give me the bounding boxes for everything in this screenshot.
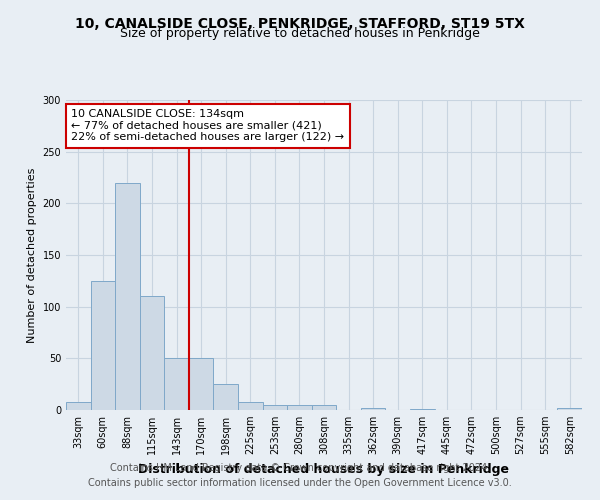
Bar [189,358,214,410]
Y-axis label: Number of detached properties: Number of detached properties [27,168,37,342]
Text: 10 CANALSIDE CLOSE: 134sqm
← 77% of detached houses are smaller (421)
22% of sem: 10 CANALSIDE CLOSE: 134sqm ← 77% of deta… [71,110,344,142]
Bar [238,402,263,410]
Text: Size of property relative to detached houses in Penkridge: Size of property relative to detached ho… [120,28,480,40]
Bar [361,408,385,410]
Bar [66,402,91,410]
Text: Contains HM Land Registry data © Crown copyright and database right 2024.
Contai: Contains HM Land Registry data © Crown c… [88,462,512,487]
Bar [214,384,238,410]
Bar [140,296,164,410]
Bar [164,358,189,410]
Bar [312,405,336,410]
Bar [557,408,582,410]
X-axis label: Distribution of detached houses by size in Penkridge: Distribution of detached houses by size … [139,462,509,475]
Bar [91,281,115,410]
Bar [115,182,140,410]
Bar [410,409,434,410]
Bar [287,405,312,410]
Text: 10, CANALSIDE CLOSE, PENKRIDGE, STAFFORD, ST19 5TX: 10, CANALSIDE CLOSE, PENKRIDGE, STAFFORD… [75,18,525,32]
Bar [263,405,287,410]
